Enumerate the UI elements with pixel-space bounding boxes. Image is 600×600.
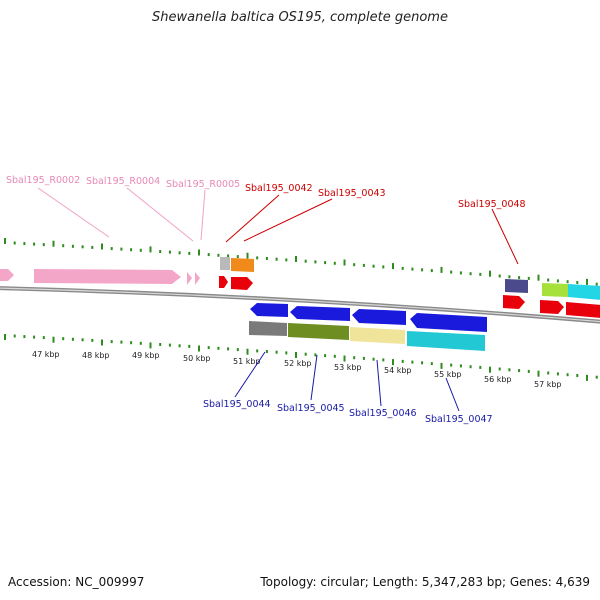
genome-title: Shewanella baltica OS195, complete genom… (152, 10, 448, 25)
gene-feature-0043 (231, 277, 253, 290)
kbp-label: 53 kbp (334, 363, 362, 372)
leader-line-0048 (491, 208, 519, 265)
gene-label-r0004: Sbal195_R0004 (86, 176, 160, 187)
leader-line-0044 (234, 351, 266, 398)
gene-feature-0042 (219, 276, 228, 288)
rna-feature-r0002 (34, 269, 181, 284)
kbp-label: 57 kbp (534, 380, 562, 389)
gene-feature-blue-1 (250, 303, 288, 317)
gene-label-0047: Sbal195_0047 (425, 414, 493, 425)
gene-feature-gray-small (220, 257, 230, 270)
rna-feature-r0001 (0, 269, 14, 281)
gene-feature-lime (542, 283, 568, 297)
kbp-label: 51 kbp (233, 357, 261, 366)
gene-label-r0005: Sbal195_R0005 (166, 179, 240, 190)
leader-line-r0002 (37, 187, 110, 238)
kbp-label: 52 kbp (284, 359, 312, 368)
kbp-label: 50 kbp (183, 354, 211, 363)
gene-feature-0048 (503, 295, 525, 309)
gene-feature-purple (505, 279, 528, 293)
gene-label-0048: Sbal195_0048 (458, 199, 526, 210)
leader-line-0045 (310, 354, 318, 401)
gene-label-0043: Sbal195_0043 (318, 188, 386, 199)
kbp-scale: 47 kbp 48 kbp 49 kbp 50 kbp 51 kbp 52 kb… (32, 350, 562, 389)
leader-line-0042 (225, 194, 280, 243)
gene-feature-orange (231, 258, 254, 272)
gene-feature-0045 (288, 323, 349, 340)
gene-feature-0046 (350, 327, 405, 344)
rna-feature-r0004 (187, 272, 192, 285)
kbp-label: 56 kbp (484, 375, 512, 384)
leader-line-0047 (445, 377, 460, 412)
leader-line-r0005 (200, 189, 206, 241)
leader-line-0043 (243, 198, 333, 242)
gene-feature-blue-2 (290, 306, 350, 321)
gene-feature-0047 (407, 331, 485, 351)
gene-feature-blue-3 (352, 309, 406, 325)
gene-label-0045: Sbal195_0045 (277, 403, 345, 414)
kbp-label: 49 kbp (132, 351, 160, 360)
kbp-label: 54 kbp (384, 366, 412, 375)
gene-feature-red-right-1 (540, 300, 564, 314)
kbp-label: 55 kbp (434, 370, 462, 379)
outer-tick-track (4, 238, 598, 286)
inner-tick-track (4, 334, 598, 381)
gene-feature-red-right-2 (566, 302, 600, 318)
rna-feature-r0005 (195, 272, 200, 285)
kbp-label: 47 kbp (32, 350, 60, 359)
kbp-label: 48 kbp (82, 351, 110, 360)
gene-label-0046: Sbal195_0046 (349, 408, 417, 419)
genome-summary-text: Topology: circular; Length: 5,347,283 bp… (260, 575, 590, 589)
leader-line-0046 (376, 359, 382, 407)
gene-label-0044: Sbal195_0044 (203, 399, 271, 410)
gene-feature-blue-4 (410, 313, 487, 332)
accession-text: Accession: NC_009997 (8, 575, 145, 589)
genome-backbone-highlight (0, 287, 600, 323)
gene-feature-cyan-upper (568, 284, 600, 300)
leader-line-r0004 (126, 187, 194, 242)
gene-feature-0044 (249, 321, 287, 336)
gene-label-r0002: Sbal195_R0002 (6, 175, 80, 186)
gene-label-0042: Sbal195_0042 (245, 183, 313, 194)
